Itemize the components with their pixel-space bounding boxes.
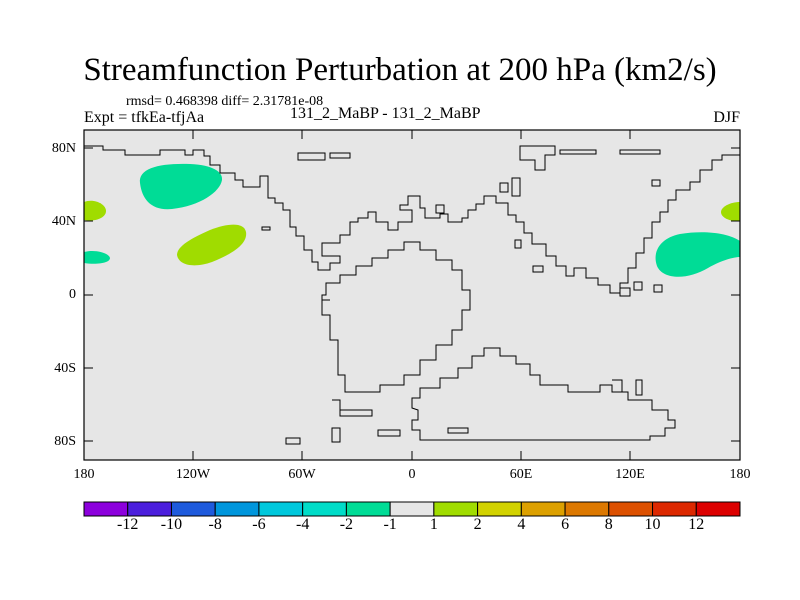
- colorbar-label: 8: [604, 516, 613, 533]
- x-tick-label: 120W: [175, 467, 211, 482]
- x-tick-label: 120E: [615, 467, 645, 482]
- colorbar-label: -8: [208, 516, 222, 533]
- colorbar-swatch: [170, 501, 216, 517]
- y-tick-label: 80N: [51, 141, 76, 156]
- colorbar: [83, 501, 741, 517]
- page-title: Streamfunction Perturbation at 200 hPa (…: [83, 52, 717, 88]
- x-tick-label: 60W: [288, 467, 316, 482]
- colorbar-label: -10: [160, 516, 183, 533]
- colorbar-swatch: [652, 501, 697, 517]
- colorbar-swatch: [477, 501, 522, 517]
- center-label: 131_2_MaBP - 131_2_MaBP: [290, 105, 481, 122]
- experiment-label: Expt = tfkEa-tfjAa: [84, 109, 205, 126]
- colorbar-swatch: [345, 501, 391, 517]
- y-tick-label: 40S: [54, 361, 76, 376]
- contour-fills: [84, 163, 740, 277]
- colorbar-swatch: [258, 501, 304, 517]
- colorbar-swatch: [127, 501, 172, 517]
- axis-ticks: [83, 130, 741, 460]
- colorbar-swatch: [608, 501, 654, 517]
- colorbar-label: 12: [688, 516, 705, 533]
- x-tick-label: 180: [729, 467, 751, 482]
- colorbar-label: 10: [644, 516, 661, 533]
- colorbar-label: 1: [429, 516, 438, 533]
- colorbar-swatch: [302, 501, 347, 517]
- colorbar-label: 6: [561, 516, 570, 533]
- x-tick-label: 60E: [509, 467, 533, 482]
- colorbar-label: -6: [252, 516, 266, 533]
- colorbar-swatch: [564, 501, 610, 517]
- season-label: DJF: [713, 109, 740, 126]
- pos-blob-west-edge: [84, 200, 106, 221]
- colorbar-swatch: [433, 501, 479, 517]
- colorbar-label: -12: [117, 516, 139, 533]
- colorbar-label: 4: [517, 516, 526, 533]
- pos-blob-pacific: [177, 224, 247, 266]
- colorbar-label: 2: [473, 516, 482, 533]
- x-tick-label: 0: [408, 467, 416, 482]
- colorbar-swatch: [83, 501, 129, 517]
- colorbar-swatch: [389, 501, 435, 517]
- y-tick-label: 40N: [51, 214, 76, 229]
- x-tick-label: 180: [73, 467, 95, 482]
- neg-blob-pacific-north: [139, 163, 223, 210]
- colorbar-label: -2: [339, 516, 354, 533]
- neg-blob-west-edge: [84, 250, 110, 264]
- colorbar-swatch: [520, 501, 566, 517]
- colorbar-label: -1: [383, 516, 397, 533]
- y-tick-label: 0: [69, 287, 76, 302]
- colorbar-swatch: [214, 501, 260, 517]
- stats-label: rmsd= 0.468398 diff= 2.31781e-08: [126, 94, 324, 109]
- neg-blob-west-pacific: [655, 232, 740, 277]
- colorbar-swatch: [695, 501, 741, 517]
- colorbar-label: -4: [295, 516, 310, 533]
- y-tick-label: 80S: [54, 434, 76, 449]
- pos-blob-east-edge: [721, 202, 740, 222]
